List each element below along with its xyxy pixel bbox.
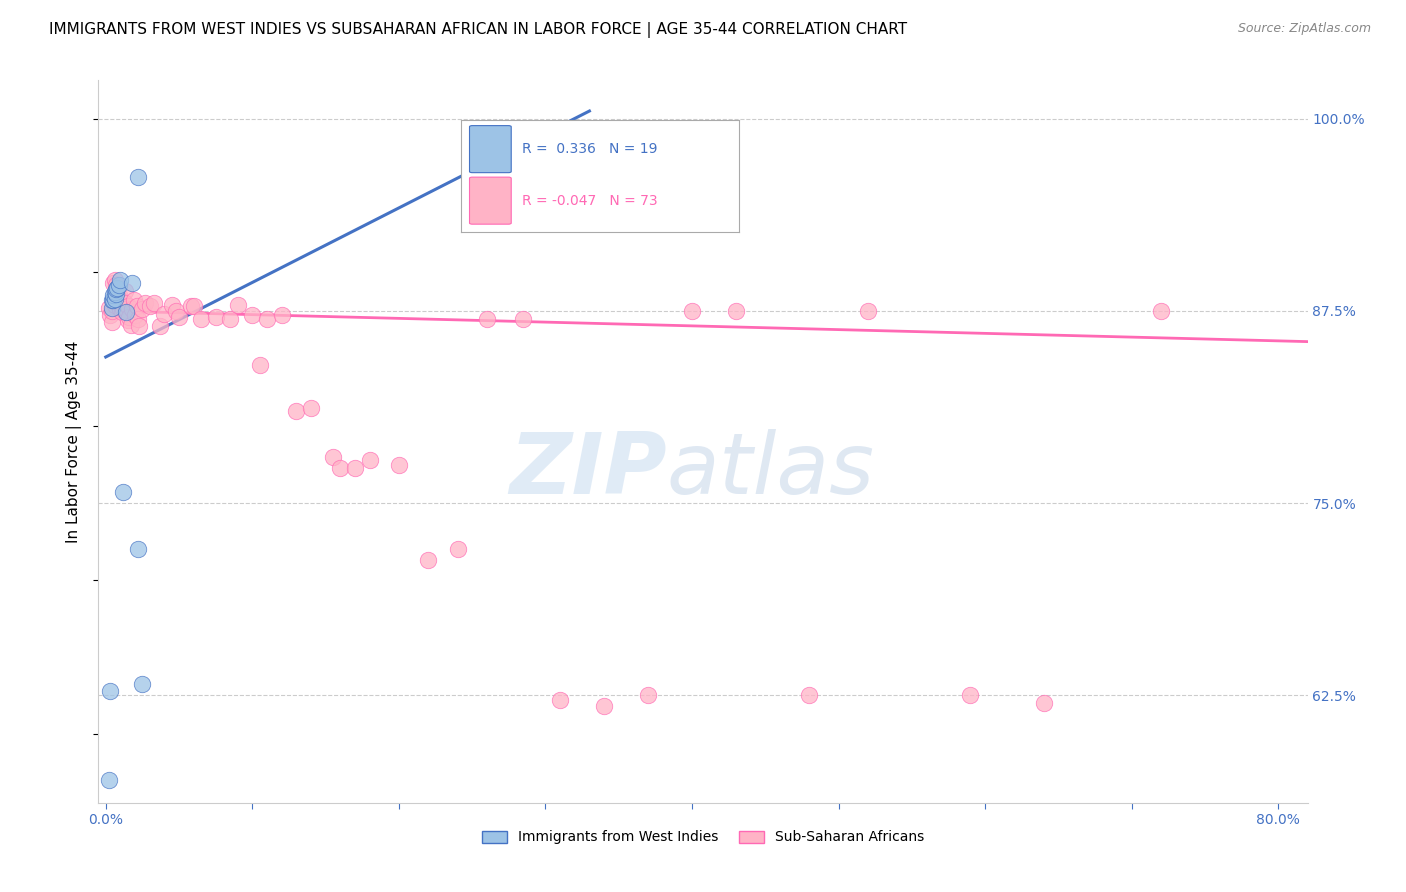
Point — [959, 688, 981, 702]
Point — [105, 287, 128, 301]
Point — [724, 304, 747, 318]
Point — [128, 319, 150, 334]
Point — [105, 277, 128, 292]
Point — [204, 310, 226, 324]
Point — [637, 688, 659, 702]
Point — [343, 460, 366, 475]
Point — [103, 287, 125, 301]
Point — [112, 485, 135, 500]
Point — [108, 299, 131, 313]
Point — [322, 450, 344, 464]
Point — [681, 304, 703, 318]
Point — [98, 309, 121, 323]
Point — [548, 693, 571, 707]
Point — [110, 293, 132, 307]
Point — [149, 319, 172, 334]
Point — [1032, 696, 1054, 710]
Point — [165, 304, 187, 318]
Point — [103, 285, 125, 300]
Point — [97, 301, 120, 315]
Point — [388, 458, 411, 472]
Point — [127, 170, 149, 185]
Point — [115, 302, 138, 317]
Point — [110, 273, 132, 287]
Point — [270, 309, 292, 323]
Point — [108, 277, 131, 292]
Point — [285, 404, 308, 418]
Point — [856, 304, 879, 318]
Point — [111, 296, 134, 310]
Point — [299, 401, 322, 415]
Point — [226, 298, 249, 312]
Point — [256, 311, 278, 326]
Point — [118, 310, 141, 324]
Point — [219, 311, 242, 326]
Point — [799, 688, 821, 702]
Point — [100, 304, 122, 318]
Point — [100, 315, 122, 329]
Point — [512, 311, 534, 326]
Point — [167, 310, 190, 324]
Text: atlas: atlas — [666, 429, 875, 512]
Point — [127, 311, 149, 326]
Point — [124, 309, 146, 323]
Point — [359, 453, 381, 467]
Point — [131, 302, 153, 317]
Point — [105, 293, 128, 307]
Point — [138, 299, 160, 313]
Point — [101, 293, 124, 307]
Point — [249, 358, 271, 372]
Point — [101, 276, 124, 290]
Point — [107, 290, 129, 304]
Y-axis label: In Labor Force | Age 35-44: In Labor Force | Age 35-44 — [66, 341, 83, 542]
Point — [121, 276, 143, 290]
Point — [108, 288, 131, 302]
Point — [125, 299, 148, 313]
Point — [101, 288, 124, 302]
Point — [117, 299, 139, 313]
Point — [111, 305, 134, 319]
Point — [114, 296, 136, 310]
Text: IMMIGRANTS FROM WEST INDIES VS SUBSAHARAN AFRICAN IN LABOR FORCE | AGE 35-44 COR: IMMIGRANTS FROM WEST INDIES VS SUBSAHARA… — [49, 22, 907, 38]
Point — [153, 307, 176, 321]
Text: ZIP: ZIP — [509, 429, 666, 512]
Point — [240, 309, 263, 323]
Text: Source: ZipAtlas.com: Source: ZipAtlas.com — [1237, 22, 1371, 36]
Point — [593, 698, 616, 713]
Point — [143, 296, 166, 310]
Point — [100, 293, 122, 307]
Point — [103, 298, 125, 312]
Point — [114, 284, 136, 298]
Point — [105, 282, 128, 296]
Point — [101, 293, 124, 307]
Point — [329, 460, 352, 475]
Point — [107, 281, 129, 295]
Point — [183, 299, 205, 313]
Point — [107, 284, 129, 298]
Point — [115, 305, 138, 319]
Point — [98, 683, 121, 698]
Point — [418, 553, 440, 567]
Point — [134, 296, 156, 310]
Point — [180, 299, 202, 313]
Point — [110, 302, 132, 317]
Point — [190, 311, 212, 326]
Point — [160, 298, 183, 312]
Point — [97, 772, 120, 787]
Point — [117, 313, 139, 327]
Point — [121, 302, 143, 317]
Point — [122, 293, 145, 307]
Point — [103, 273, 125, 287]
Point — [100, 301, 122, 315]
Point — [103, 292, 125, 306]
Legend: Immigrants from West Indies, Sub-Saharan Africans: Immigrants from West Indies, Sub-Saharan… — [477, 825, 929, 850]
Point — [131, 677, 153, 691]
Point — [120, 318, 142, 332]
Point — [1150, 304, 1173, 318]
Point — [475, 311, 498, 326]
Point — [446, 542, 468, 557]
Point — [112, 302, 135, 317]
Point — [127, 542, 149, 557]
